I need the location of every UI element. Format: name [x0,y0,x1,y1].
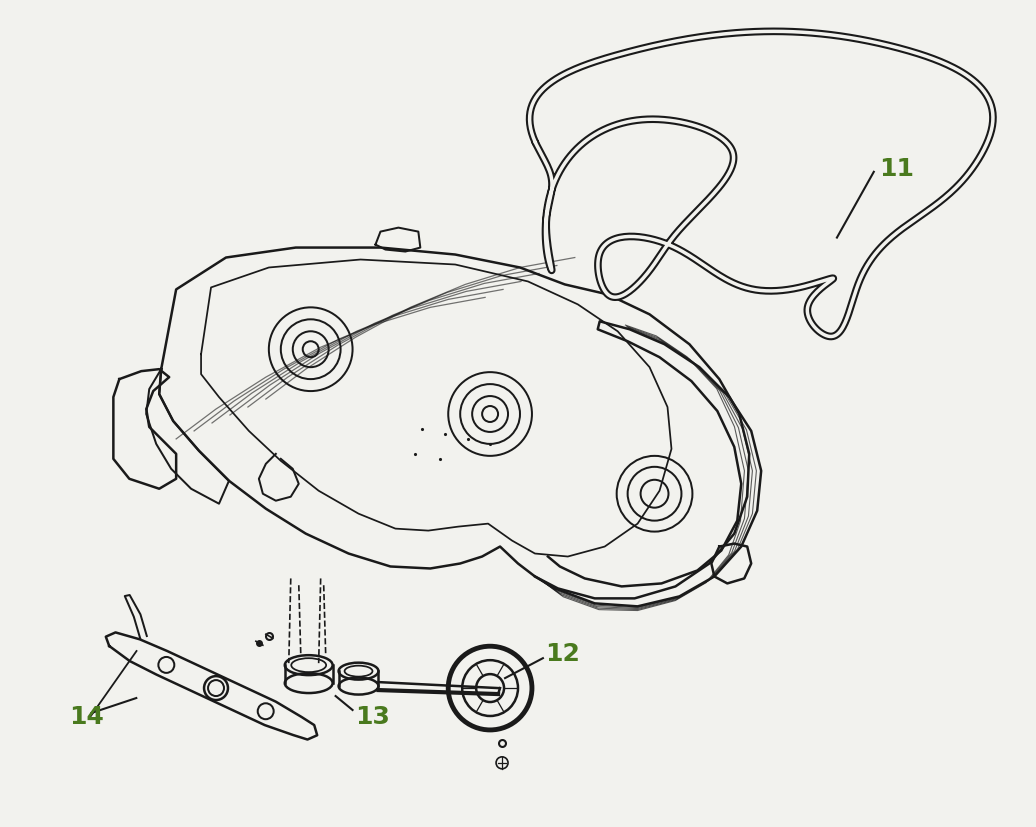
Text: 12: 12 [545,642,580,666]
Text: 14: 14 [69,704,105,728]
Text: 11: 11 [879,156,914,180]
Text: 13: 13 [355,704,391,728]
